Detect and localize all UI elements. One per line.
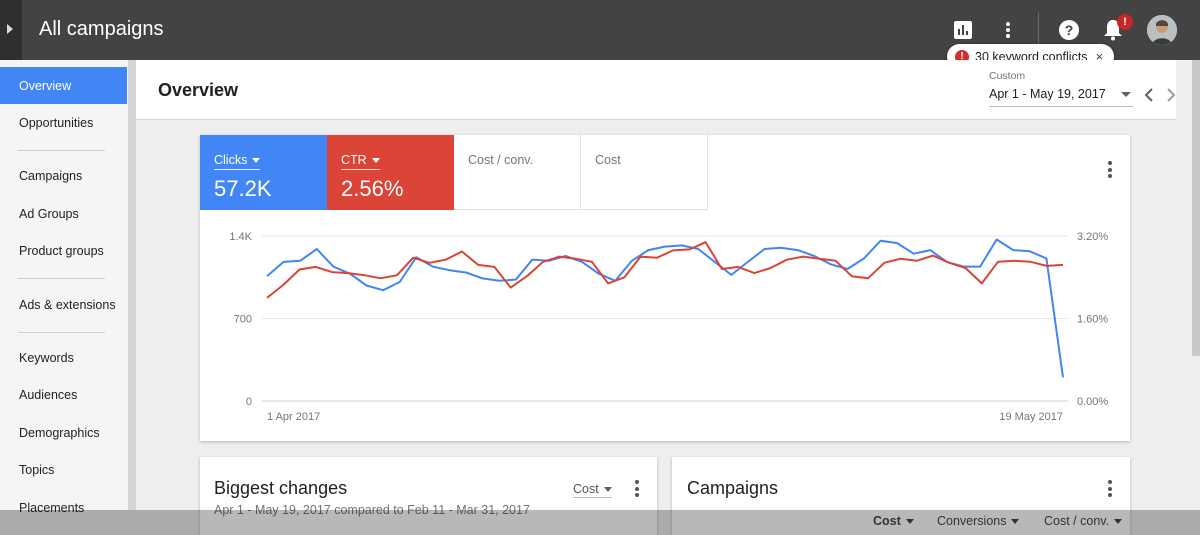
sidebar-item-ad-groups[interactable]: Ad Groups: [19, 207, 79, 221]
sidebar-item-keywords[interactable]: Keywords: [19, 351, 74, 365]
column-header-conversions-label: Conversions: [937, 514, 1007, 528]
y-right-tick-label: 3.20%: [1077, 231, 1108, 243]
sidebar-item-product-groups[interactable]: Product groups: [19, 244, 104, 258]
metric-tile-cost[interactable]: Cost: [581, 135, 708, 210]
y-left-tick-label: 1.4K: [229, 231, 252, 243]
page-scrollbar[interactable]: [1192, 60, 1200, 356]
sidebar-item-topics[interactable]: Topics: [19, 463, 55, 477]
metric-value-ctr: 2.56%: [341, 176, 404, 201]
column-header-conversions[interactable]: Conversions: [937, 514, 1020, 528]
biggest-changes-metric-select[interactable]: Cost: [573, 482, 612, 498]
close-icon[interactable]: ×: [1095, 49, 1104, 64]
dropdown-arrow-icon: [905, 519, 914, 525]
series-line-ctr: [266, 241, 1064, 299]
performance-chart-card: Clicks 57.2K CTR 2.56% Cost / conv. Cost…: [200, 135, 1130, 441]
series-line-clicks: [266, 238, 1064, 378]
dropdown-arrow-icon: [371, 158, 380, 164]
x-tick-label: 19 May 2017: [999, 411, 1063, 423]
page-title: All campaigns: [39, 18, 164, 40]
sidebar-item-overview-highlight[interactable]: [0, 67, 127, 104]
svg-text:?: ?: [1065, 22, 1074, 38]
dropdown-arrow-icon: [603, 487, 612, 493]
more-vert-icon[interactable]: [1108, 161, 1112, 181]
overview-title: Overview: [158, 80, 239, 100]
x-tick-label: 1 Apr 2017: [267, 411, 320, 423]
metric-tile-clicks[interactable]: Clicks 57.2K: [200, 135, 327, 210]
avatar[interactable]: [1147, 15, 1177, 45]
sidebar-item-opportunities[interactable]: Opportunities: [19, 116, 94, 130]
top-app-bar: All campaigns ? !: [0, 0, 1200, 60]
column-header-cost[interactable]: Cost: [873, 514, 914, 528]
sidebar-item-demographics[interactable]: Demographics: [19, 426, 100, 440]
comparison-range-text: Apr 1 - May 19, 2017 compared to Feb 11 …: [214, 503, 530, 517]
metric-label-cost: Cost: [595, 153, 621, 167]
metric-tile-ctr[interactable]: CTR 2.56%: [327, 135, 454, 210]
divider: [1038, 12, 1039, 46]
more-vert-icon[interactable]: [1108, 480, 1112, 500]
line-chart: 1.4K 3.20% 700 1.60% 0 0.00% 1 Apr 2017 19 May …: [229, 231, 1108, 423]
column-header-cost-label: Cost: [873, 514, 901, 528]
dropdown-arrow-icon: [1114, 519, 1123, 525]
help-icon[interactable]: ?: [1056, 17, 1082, 43]
y-left-tick-label: 700: [234, 314, 252, 326]
date-range-select[interactable]: Apr 1 - May 19, 2017: [989, 87, 1106, 101]
overview-header: Overview Custom Apr 1 - May 19, 2017: [136, 60, 1176, 120]
drawer-toggle[interactable]: [0, 0, 22, 60]
dropdown-arrow-icon: [252, 158, 261, 164]
sidebar-item-placements[interactable]: Placements: [19, 501, 85, 515]
date-range-label: Custom: [989, 70, 1026, 82]
sidebar-divider: [18, 332, 105, 333]
sidebar: Overview Opportunities Campaigns Ad Grou…: [0, 60, 128, 515]
y-left-tick-label: 0: [246, 396, 252, 408]
campaigns-card: Campaigns: [672, 457, 1130, 535]
metric-label-clicks: Clicks: [214, 153, 248, 167]
column-header-cost-per-conv-label: Cost / conv.: [1044, 514, 1110, 528]
y-right-tick-label: 0.00%: [1077, 396, 1108, 408]
chevron-left-icon[interactable]: [1144, 88, 1154, 102]
date-range-underline: [989, 106, 1133, 107]
sidebar-item-audiences[interactable]: Audiences: [19, 388, 78, 402]
sidebar-divider: [18, 150, 105, 151]
expand-arrow-icon[interactable]: [7, 24, 13, 34]
sidebar-item-ads-extensions[interactable]: Ads & extensions: [19, 298, 116, 312]
sidebar-divider: [18, 278, 105, 279]
column-header-cost-per-conv[interactable]: Cost / conv.: [1044, 514, 1123, 528]
y-right-tick-label: 1.60%: [1077, 314, 1108, 326]
biggest-changes-title: Biggest changes: [214, 478, 348, 498]
dropdown-arrow-icon: [1011, 519, 1020, 525]
sidebar-item-campaigns[interactable]: Campaigns: [19, 169, 83, 183]
chevron-right-icon[interactable]: [1166, 88, 1176, 102]
metric-label-cost-per-conv: Cost / conv.: [468, 153, 534, 167]
reports-icon[interactable]: [950, 17, 976, 43]
sidebar-item-overview[interactable]: Overview: [19, 79, 72, 93]
dropdown-arrow-icon[interactable]: [1121, 92, 1131, 97]
biggest-changes-metric-label: Cost: [573, 482, 599, 496]
more-vert-icon[interactable]: [635, 480, 639, 500]
sidebar-scrollbar[interactable]: [128, 60, 136, 510]
notification-badge: !: [1117, 14, 1133, 30]
metric-value-clicks: 57.2K: [214, 176, 272, 201]
bottom-overlay: [0, 510, 1200, 535]
metric-tile-cost-per-conv[interactable]: Cost / conv.: [454, 135, 581, 210]
more-vert-icon[interactable]: [995, 17, 1021, 43]
campaigns-title: Campaigns: [687, 478, 779, 498]
biggest-changes-card: Biggest changes Cost Apr 1 - May 19, 201…: [200, 457, 657, 535]
metric-label-ctr: CTR: [341, 153, 367, 167]
